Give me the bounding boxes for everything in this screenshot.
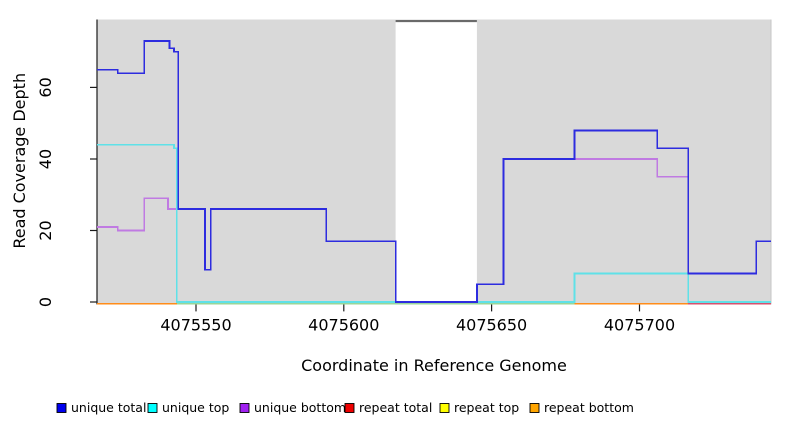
legend-label: repeat top <box>454 400 519 415</box>
x-tick-label: 4075600 <box>308 315 379 334</box>
legend-label: repeat total <box>359 400 432 415</box>
y-tick-label: 40 <box>36 149 55 169</box>
no-data-gap-band <box>395 19 477 305</box>
legend-label: repeat bottom <box>544 400 634 415</box>
legend-swatch-repeat-bottom <box>529 403 540 413</box>
legend-label: unique total <box>71 400 146 415</box>
y-tick-label: 0 <box>36 297 55 307</box>
legend-swatch-unique-top <box>147 403 158 413</box>
y-tick-label: 60 <box>36 77 55 97</box>
x-tick-label: 4075650 <box>456 315 527 334</box>
series-line-unique-top <box>97 143 771 303</box>
legend-swatch-unique-total <box>56 403 67 413</box>
legend-label: unique top <box>162 400 229 415</box>
legend-swatch-repeat-top <box>439 403 450 413</box>
x-tick-label: 4075700 <box>604 315 675 334</box>
y-tick-label: 20 <box>36 220 55 240</box>
legend-label: unique bottom <box>254 400 346 415</box>
legend-item: repeat top <box>439 400 519 415</box>
legend-item: unique bottom <box>239 400 346 415</box>
legend-item: unique top <box>147 400 229 415</box>
y-axis-title: Read Coverage Depth <box>10 73 29 249</box>
legend-item: repeat bottom <box>529 400 634 415</box>
legend-item: unique total <box>56 400 146 415</box>
legend-item: repeat total <box>344 400 432 415</box>
x-tick-label: 4075550 <box>160 315 231 334</box>
legend-swatch-repeat-total <box>344 403 355 413</box>
legend-swatch-unique-bottom <box>239 403 250 413</box>
series-line-unique-total <box>97 40 771 303</box>
x-axis-title: Coordinate in Reference Genome <box>301 356 567 375</box>
